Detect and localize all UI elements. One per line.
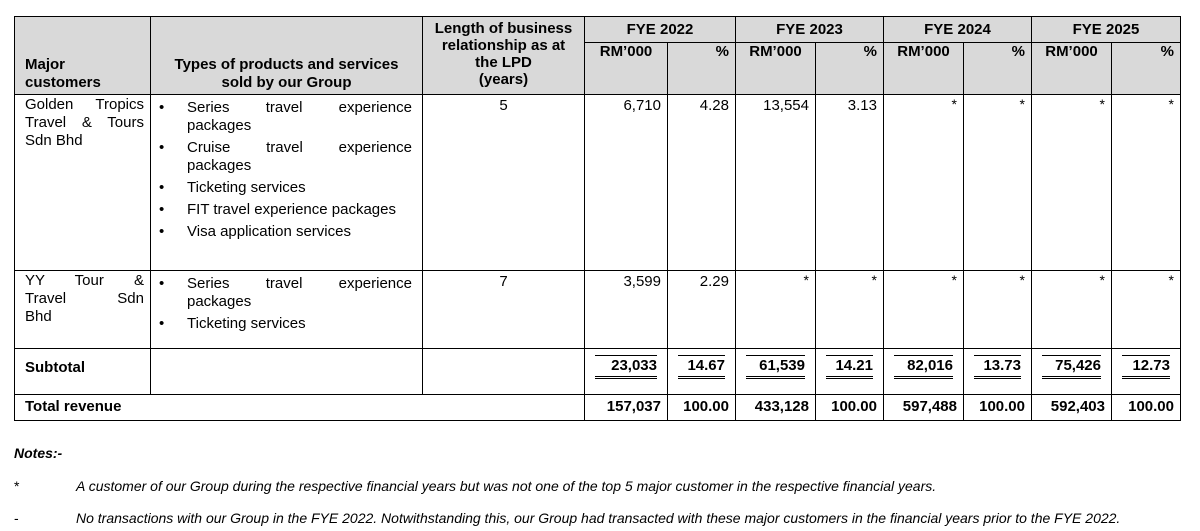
pct-header: % — [815, 42, 884, 95]
pct-header: % — [667, 42, 736, 95]
subtotal-label: Subtotal — [14, 348, 151, 395]
fye-2022-header: FYE 2022 — [584, 16, 736, 43]
note-text: No transactions with our Group in the FY… — [76, 510, 1121, 526]
total-cell: 100.00 — [1111, 394, 1181, 421]
customer-row: Golden Tropics Travel & Tours Sdn Bhd • Ser… — [14, 94, 1181, 271]
value-cell: 4.28 — [667, 94, 736, 271]
services-cell: • Series travel experience packages • Cruis… — [150, 94, 423, 271]
value-cell: * — [963, 270, 1032, 349]
total-row: Total revenue 157,037 100.00 433,128 100… — [14, 394, 1181, 421]
bullet-icon: • — [159, 99, 165, 116]
total-cell: 157,037 — [584, 394, 668, 421]
note-text: A customer of our Group during the respe… — [76, 478, 937, 494]
value-cell: 6,710 — [584, 94, 668, 271]
service-item: • Series travel experience packages — [159, 275, 412, 310]
bullet-icon: • — [159, 275, 165, 292]
value-cell: * — [1031, 270, 1112, 349]
bullet-icon: • — [159, 223, 165, 240]
empty-cell — [150, 348, 423, 395]
subtotal-row: Subtotal 23,033 14.67 61,539 14.21 82,01… — [14, 348, 1181, 395]
total-cell: 597,488 — [883, 394, 964, 421]
note-item: * A customer of our Group during the res… — [14, 477, 1194, 495]
total-cell: 592,403 — [1031, 394, 1112, 421]
subtotal-cell: 14.21 — [815, 348, 884, 395]
value-cell: 2.29 — [667, 270, 736, 349]
total-cell: 100.00 — [815, 394, 884, 421]
subtotal-cell: 61,539 — [735, 348, 816, 395]
value-cell: * — [1111, 94, 1181, 271]
subtotal-cell: 13.73 — [963, 348, 1032, 395]
customer-name: Golden Tropics Travel & Tours Sdn Bhd — [14, 94, 151, 271]
relationship-years: 7 — [422, 270, 585, 349]
value-cell: 3,599 — [584, 270, 668, 349]
value-cell: 13,554 — [735, 94, 816, 271]
subtotal-cell: 75,426 — [1031, 348, 1112, 395]
header-row-top: Major customers Types of products and ser… — [14, 16, 1181, 95]
rm-header: RM’000 — [735, 42, 816, 95]
value-cell: * — [883, 94, 964, 271]
major-customers-header: Major customers — [14, 16, 151, 95]
value-cell: * — [735, 270, 816, 349]
subtotal-cell: 23,033 — [584, 348, 668, 395]
value-cell: * — [883, 270, 964, 349]
major-customers-table: Major customers Types of products and ser… — [14, 16, 1181, 421]
rm-header: RM’000 — [584, 42, 668, 95]
value-cell: * — [1111, 270, 1181, 349]
services-list: • Series travel experience packages • Ticke… — [151, 275, 422, 333]
note-symbol: * — [14, 478, 20, 494]
fye-2023-header: FYE 2023 — [735, 16, 884, 43]
subtotal-cell: 82,016 — [883, 348, 964, 395]
bullet-icon: • — [159, 315, 165, 332]
length-header: Length of business relationship as at the … — [422, 16, 585, 95]
value-cell: 3.13 — [815, 94, 884, 271]
service-item: • Ticketing services — [159, 315, 306, 332]
bullet-icon: • — [159, 139, 165, 156]
value-cell: * — [815, 270, 884, 349]
total-label: Total revenue — [14, 394, 585, 421]
rm-header: RM’000 — [1031, 42, 1112, 95]
service-item: • Ticketing services — [159, 179, 306, 196]
notes-title: Notes:- — [14, 445, 63, 461]
rm-header: RM’000 — [883, 42, 964, 95]
total-cell: 100.00 — [963, 394, 1032, 421]
header-row-sub: RM’000 % RM’000 % RM’000 % RM’000 % — [15, 42, 1181, 95]
bullet-icon: • — [159, 179, 165, 196]
service-item: • FIT travel experience packages — [159, 201, 396, 218]
subtotal-cell: 14.67 — [667, 348, 736, 395]
customer-row: YY Tour & Travel Sdn Bhd • Series travel ex… — [14, 270, 1181, 349]
service-item: • Visa application services — [159, 223, 351, 240]
total-cell: 100.00 — [667, 394, 736, 421]
services-list: • Series travel experience packages • Cruis… — [151, 99, 422, 241]
fye-2024-header: FYE 2024 — [883, 16, 1032, 43]
customer-name: YY Tour & Travel Sdn Bhd — [14, 270, 151, 349]
value-cell: * — [1031, 94, 1112, 271]
note-symbol: - — [14, 510, 19, 526]
value-cell: * — [963, 94, 1032, 271]
pct-header: % — [1111, 42, 1181, 95]
pct-header: % — [963, 42, 1032, 95]
service-item: • Series travel experience packages — [159, 99, 412, 134]
service-item: • Cruise travel experience packages — [159, 139, 412, 174]
bullet-icon: • — [159, 201, 165, 218]
fye-2025-header: FYE 2025 — [1031, 16, 1181, 43]
note-item: - No transactions with our Group in the … — [14, 509, 1194, 527]
types-header: Types of products and services sold by ou… — [150, 16, 423, 95]
relationship-years: 5 — [422, 94, 585, 271]
total-cell: 433,128 — [735, 394, 816, 421]
subtotal-cell: 12.73 — [1111, 348, 1181, 395]
empty-cell — [422, 348, 585, 395]
services-cell: • Series travel experience packages • Ticke… — [150, 270, 423, 349]
